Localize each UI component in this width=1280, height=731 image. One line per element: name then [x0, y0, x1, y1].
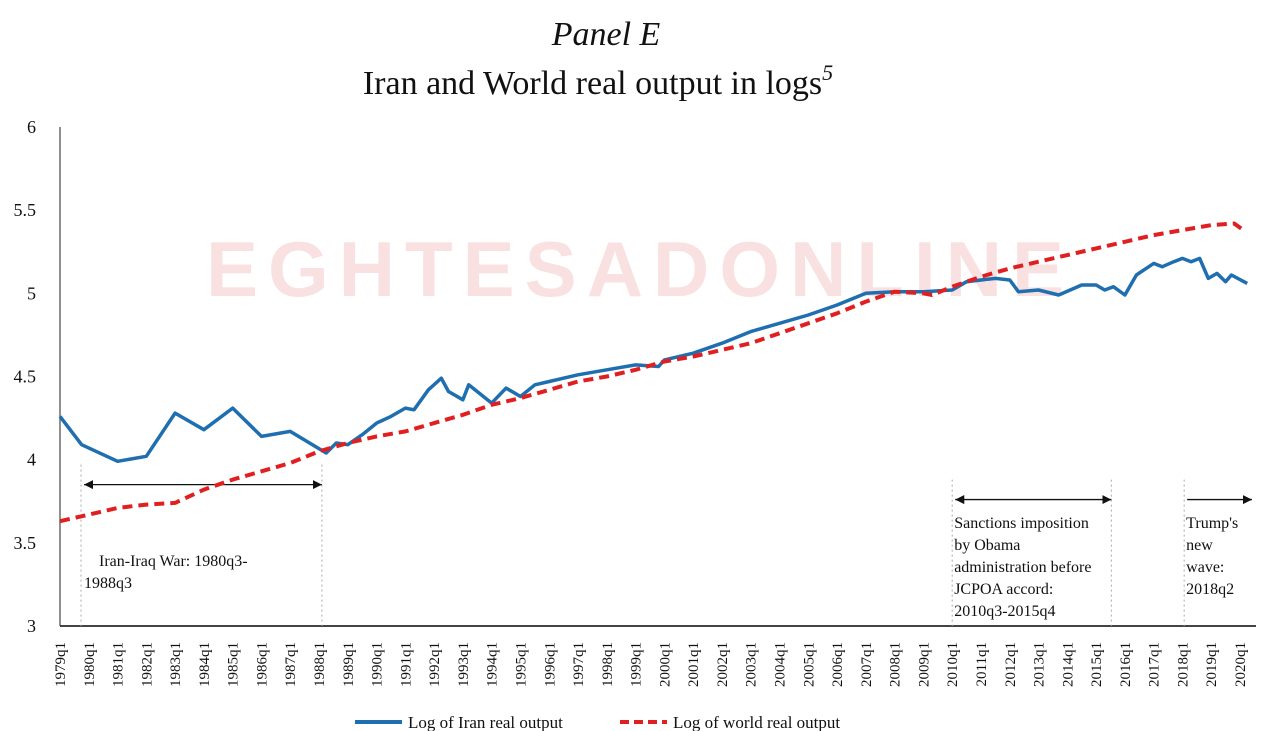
x-tick-label: 1982q1 — [139, 642, 155, 687]
x-tick-label: 1994q1 — [485, 642, 501, 687]
x-tick-label: 2009q1 — [916, 642, 932, 687]
x-tick-label: 2002q1 — [715, 642, 731, 687]
x-tick-label: 2011q1 — [974, 642, 990, 686]
y-tick-label: 3 — [27, 616, 36, 636]
legend-world-label: Log of world real output — [673, 713, 840, 731]
x-tick-label: 1992q1 — [427, 642, 443, 687]
event-label: 1988q3 — [84, 575, 132, 592]
y-tick-label: 4.5 — [14, 367, 37, 387]
event-label: by Obama — [954, 537, 1020, 554]
x-tick-label: 2001q1 — [686, 642, 702, 687]
event-label: JCPOA accord: — [954, 581, 1053, 598]
event-label: Sanctions imposition — [954, 515, 1089, 532]
event-label: Trump's — [1186, 515, 1238, 532]
x-tick-label: 1989q1 — [341, 642, 357, 687]
event-label: 2018q2 — [1186, 581, 1234, 598]
legend: Log of Iran real output Log of world rea… — [355, 713, 840, 731]
x-tick-label: 1980q1 — [82, 642, 98, 687]
x-tick-label: 1984q1 — [197, 642, 213, 687]
y-tick-label: 5.5 — [14, 200, 37, 220]
x-tick-label: 2000q1 — [657, 642, 673, 687]
event-label: wave: — [1186, 559, 1224, 576]
x-tick-label: 1996q1 — [542, 642, 558, 687]
y-tick-label: 5 — [27, 283, 36, 303]
x-tick-label: 2010q1 — [945, 642, 961, 687]
event-label: new — [1186, 537, 1213, 554]
x-tick-label: 2007q1 — [859, 642, 875, 687]
subtitle-superscript: 5 — [822, 60, 833, 85]
x-tick-label: 1997q1 — [571, 642, 587, 687]
x-tick-label: 1998q1 — [600, 642, 616, 687]
x-tick-label: 2017q1 — [1147, 642, 1163, 687]
x-tick-label: 2014q1 — [1060, 642, 1076, 687]
event-label: 2010q3-2015q4 — [954, 603, 1055, 620]
x-tick-label: 1995q1 — [513, 642, 529, 687]
x-tick-label: 2012q1 — [1003, 642, 1019, 687]
event-label: Iran-Iraq War: 1980q3- — [99, 553, 248, 570]
x-tick-label: 2006q1 — [830, 642, 846, 687]
x-tick-label: 2020q1 — [1233, 642, 1249, 687]
x-tick-label: 1987q1 — [283, 642, 299, 687]
x-tick-label: 2004q1 — [773, 642, 789, 687]
world-output-line — [59, 221, 1247, 524]
chart-subtitle: Iran and World real output in logs5 — [363, 60, 833, 102]
x-tick-label: 1979q1 — [53, 642, 69, 687]
annotations: Iran-Iraq War: 1980q3- 1988q3 Sanctions im… — [80, 464, 1252, 626]
x-tick-label: 2016q1 — [1118, 642, 1134, 687]
x-tick-label: 1993q1 — [456, 642, 472, 687]
x-tick-label: 2019q1 — [1204, 642, 1220, 687]
y-tick-label: 3.5 — [14, 533, 37, 553]
legend-iran-label: Log of Iran real output — [408, 713, 563, 731]
x-tick-label: 2015q1 — [1089, 642, 1105, 687]
x-tick-label: 1985q1 — [226, 642, 242, 687]
x-tick-label: 1988q1 — [312, 642, 328, 687]
watermark-text: EGHTESADONLINE — [206, 225, 1074, 313]
subtitle-text: Iran and World real output in logs — [363, 65, 822, 102]
y-tick-label: 4 — [27, 450, 36, 470]
chart-title: Panel E — [551, 16, 661, 53]
x-tick-label: 2018q1 — [1175, 642, 1191, 687]
x-tick-label: 1991q1 — [398, 642, 414, 687]
x-tick-label: 2005q1 — [801, 642, 817, 687]
x-tick-label: 1999q1 — [629, 642, 645, 687]
x-tick-label: 1981q1 — [111, 642, 127, 687]
x-tick-label: 2003q1 — [744, 642, 760, 687]
y-tick-label: 6 — [27, 117, 36, 137]
x-tick-label: 1990q1 — [370, 642, 386, 687]
event-label: administration before — [954, 559, 1091, 576]
x-tick-label: 2013q1 — [1032, 642, 1048, 687]
x-tick-label: 1986q1 — [254, 642, 270, 687]
watermark: EGHTESADONLINE — [206, 225, 1074, 313]
axes: 6 5.5 5 4.5 4 3.5 3 1979q1 1980q1 1981q1 1982q1 198… — [14, 117, 1256, 687]
x-tick-label: 1983q1 — [168, 642, 184, 687]
series-lines — [58, 221, 1249, 524]
x-tick-label: 2008q1 — [888, 642, 904, 687]
